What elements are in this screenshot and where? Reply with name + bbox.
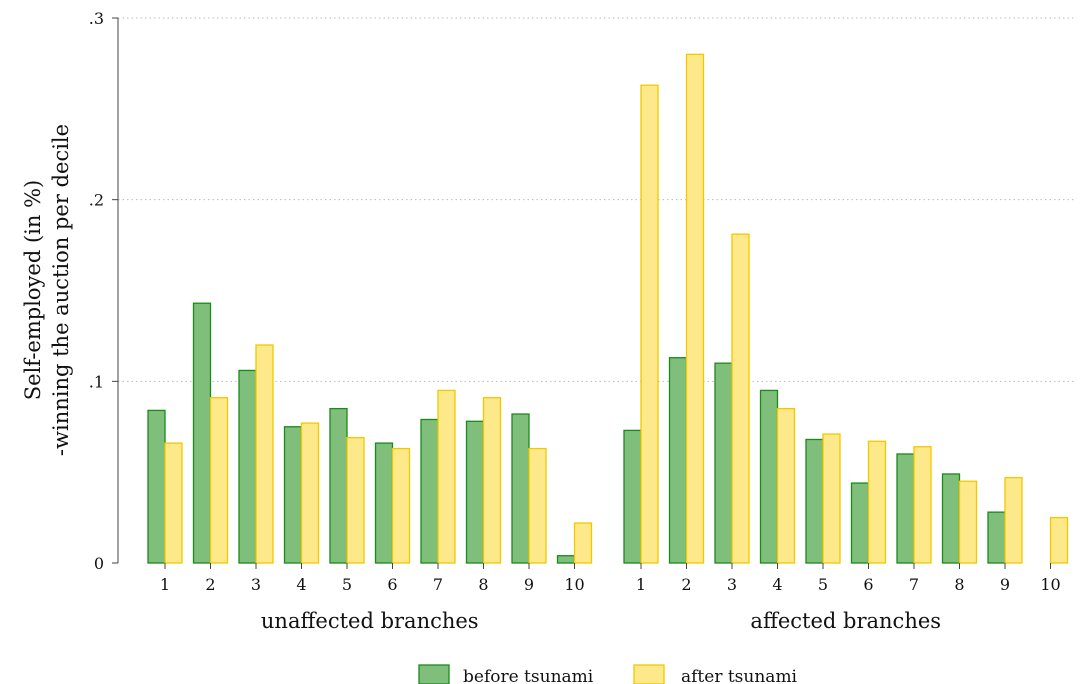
bar-before-tsunami	[192, 302, 212, 564]
y-tick-label: 0	[94, 554, 104, 573]
bar-before-tsunami	[465, 420, 485, 564]
bar-before-tsunami	[714, 362, 733, 564]
x-tick-label: 8	[954, 575, 964, 594]
bars	[147, 53, 1069, 564]
bar-after-tsunami	[164, 442, 183, 564]
x-tick-label: 6	[387, 575, 397, 594]
bar-after-tsunami	[391, 447, 411, 564]
bar-after-tsunami	[346, 436, 365, 564]
x-tick-label: 3	[251, 575, 261, 594]
x-tick-label: 7	[433, 575, 443, 594]
bar-after-tsunami	[528, 447, 547, 564]
group-labels: unaffected branches affected branches	[261, 609, 941, 633]
legend-swatch-after	[633, 664, 665, 684]
bar-after-tsunami	[573, 522, 593, 564]
legend-label-after: after tsunami	[681, 667, 798, 684]
x-tick-label: 4	[296, 575, 306, 594]
legend-swatch-before	[418, 664, 450, 684]
bar-before-tsunami	[147, 409, 166, 564]
bar-before-tsunami	[759, 389, 779, 564]
bar-before-tsunami	[420, 418, 439, 564]
bar-after-tsunami	[731, 233, 750, 564]
y-tick-label: .1	[89, 372, 104, 391]
bar-before-tsunami	[941, 473, 961, 564]
x-tick-label: 1	[636, 575, 646, 594]
x-tick-label: 4	[772, 575, 782, 594]
bar-before-tsunami	[511, 413, 530, 564]
y-axis-label-line-1: Self-employed (in %)	[21, 180, 45, 400]
x-tick-label: 9	[524, 575, 534, 594]
x-tick-label: 5	[818, 575, 828, 594]
x-tick-label: 2	[205, 575, 215, 594]
bar-before-tsunami	[850, 482, 870, 564]
y-tick-label: .2	[89, 191, 104, 210]
grid-lines	[118, 17, 1075, 382]
x-tick-label: 8	[478, 575, 488, 594]
x-tick-label: 1	[160, 575, 170, 594]
bar-after-tsunami	[776, 407, 796, 564]
bar-before-tsunami	[556, 555, 576, 564]
bar-after-tsunami	[913, 446, 932, 564]
x-tick-label: 3	[727, 575, 737, 594]
bar-before-tsunami	[283, 426, 303, 564]
y-tick-label: .3	[89, 9, 104, 28]
bar-after-tsunami	[1049, 516, 1069, 564]
bar-before-tsunami	[623, 429, 642, 564]
x-tick-label: 10	[1040, 575, 1060, 594]
bar-after-tsunami	[482, 397, 502, 564]
bar-after-tsunami	[255, 344, 274, 564]
bar-after-tsunami	[958, 480, 978, 564]
legend: before tsunami after tsunami	[418, 664, 798, 684]
bar-after-tsunami	[867, 440, 887, 564]
bar-after-tsunami	[640, 84, 659, 564]
x-tick-label: 10	[564, 575, 584, 594]
bar-after-tsunami	[437, 389, 456, 564]
y-axis-label-line-2: -winning the auction per decile	[49, 124, 73, 456]
x-tick-label: 7	[909, 575, 919, 594]
bar-after-tsunami	[209, 397, 229, 564]
bar-after-tsunami	[300, 422, 320, 564]
group-label: unaffected branches	[261, 609, 479, 633]
bar-before-tsunami	[805, 438, 824, 564]
x-tick-label: 9	[1000, 575, 1010, 594]
x-tick-label: 2	[681, 575, 691, 594]
bar-before-tsunami	[668, 357, 688, 564]
group-label: affected branches	[750, 609, 941, 633]
x-tick-label: 5	[342, 575, 352, 594]
bar-before-tsunami	[987, 511, 1006, 564]
bar-after-tsunami	[1004, 476, 1023, 564]
bar-before-tsunami	[329, 407, 348, 564]
bar-before-tsunami	[374, 442, 394, 564]
bar-before-tsunami	[896, 453, 915, 564]
bar-before-tsunami	[238, 369, 257, 564]
x-tick-label: 6	[863, 575, 873, 594]
bar-after-tsunami	[685, 53, 705, 564]
bar-after-tsunami	[822, 433, 841, 564]
legend-label-before: before tsunami	[463, 667, 594, 684]
y-axis: 0 .1 .2 .3	[89, 9, 119, 573]
x-tick-labels: 1 2 3 4 5 6 7 8 9 10 1 2 3 4 5 6 7 8 9 10	[160, 563, 1061, 594]
